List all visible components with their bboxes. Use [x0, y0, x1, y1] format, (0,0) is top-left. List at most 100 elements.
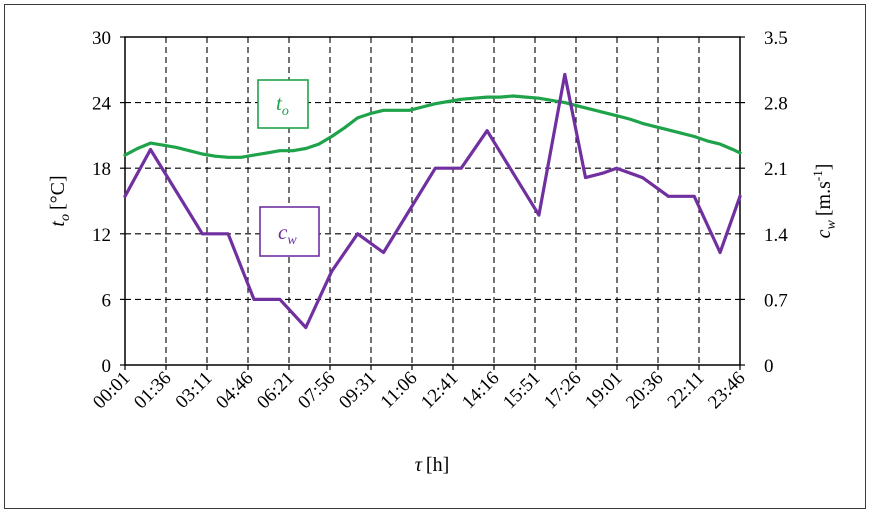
- legend-c-w-box: [259, 206, 320, 257]
- data-point-t-o: [537, 96, 541, 100]
- legend-t-o-box: [257, 79, 309, 129]
- data-point-c-w: [252, 298, 256, 301]
- data-point-t-o: [563, 101, 567, 104]
- data-point-t-o: [446, 100, 450, 103]
- data-point-t-o: [485, 95, 489, 99]
- data-point-t-o: [213, 154, 217, 158]
- x-tick-label: 19:01: [581, 368, 626, 413]
- left-tick-label: 30: [92, 28, 111, 49]
- data-point-t-o: [667, 128, 670, 132]
- chart-frame: [4, 4, 866, 509]
- data-point-t-o: [718, 142, 722, 146]
- data-point-c-w: [615, 166, 618, 170]
- left-tick-label: 24: [92, 94, 112, 115]
- data-point-t-o: [252, 153, 256, 157]
- right-axis-unit-post: ]: [813, 164, 835, 171]
- x-tick-label: 00:01: [89, 368, 134, 413]
- x-axis-unit: [h]: [426, 454, 449, 476]
- data-point-c-w: [356, 232, 359, 236]
- data-point-c-w: [382, 251, 385, 254]
- data-point-t-o: [200, 152, 204, 156]
- data-point-c-w: [584, 176, 587, 180]
- right-axis-unit-sup: -1: [810, 170, 825, 181]
- left-tick-label: 6: [102, 290, 112, 311]
- right-axis-ticks: 0 0.7 1.4 2.1 2.8 3.5: [740, 28, 788, 377]
- data-point-t-o: [550, 99, 554, 102]
- data-point-t-o: [162, 143, 165, 147]
- data-point-t-o: [641, 122, 644, 125]
- series-line-c-w: [123, 72, 742, 330]
- data-point-t-o: [369, 112, 372, 115]
- legend-t-o: to: [257, 79, 309, 129]
- left-tick-label: 18: [92, 159, 111, 180]
- left-axis-title: to [°C]: [47, 175, 73, 226]
- data-point-c-w: [175, 190, 178, 194]
- left-tick-label: 12: [92, 225, 111, 246]
- data-point-t-o: [175, 146, 178, 149]
- data-point-t-o: [330, 135, 334, 138]
- x-tick-label: 20:36: [622, 368, 667, 413]
- data-point-t-o: [731, 148, 735, 152]
- x-tick-label: 11:06: [377, 368, 422, 413]
- x-axis-symbol: τ: [415, 454, 423, 476]
- data-point-t-o: [589, 107, 593, 111]
- data-point-c-w: [738, 194, 742, 198]
- x-tick-label: 15:51: [499, 368, 544, 413]
- series-line-t-o: [123, 94, 742, 159]
- data-point-t-o: [459, 97, 463, 101]
- data-point-t-o: [187, 149, 191, 153]
- right-tick-label: 0: [764, 356, 774, 377]
- data-point-c-w: [667, 194, 670, 198]
- data-point-t-o: [123, 153, 127, 157]
- x-tick-label: 01:36: [130, 368, 175, 413]
- data-point-c-w: [459, 166, 463, 170]
- x-tick-label: 03:11: [172, 368, 217, 413]
- data-point-t-o: [239, 155, 243, 159]
- data-point-c-w: [602, 171, 605, 175]
- left-tick-label: 0: [102, 356, 112, 377]
- data-point-c-w: [485, 129, 489, 133]
- right-axis-title: cw [m.s-1]: [810, 164, 839, 239]
- data-point-t-o: [317, 142, 321, 146]
- series-layer: [123, 72, 742, 330]
- right-tick-label: 3.5: [764, 28, 788, 49]
- data-point-t-o: [576, 104, 580, 108]
- data-point-t-o: [408, 108, 411, 112]
- x-tick-label: 12:41: [417, 368, 462, 413]
- left-axis-unit: [°C]: [47, 175, 69, 210]
- data-point-t-o: [265, 151, 269, 155]
- data-point-t-o: [149, 141, 152, 145]
- data-point-c-w: [149, 148, 152, 151]
- data-point-t-o: [395, 108, 398, 112]
- data-point-t-o: [304, 147, 308, 150]
- data-point-t-o: [136, 147, 139, 150]
- x-tick-label: 23:46: [704, 368, 749, 413]
- left-axis-symbol: t: [47, 221, 69, 227]
- data-point-c-w: [200, 232, 204, 236]
- x-tick-label: 17:26: [540, 368, 585, 413]
- data-point-t-o: [692, 135, 696, 138]
- left-axis-ticks: 0 6 12 18 24 30: [92, 28, 125, 377]
- left-axis-sub: o: [58, 214, 73, 221]
- data-point-t-o: [628, 117, 631, 121]
- right-tick-label: 1.4: [764, 225, 788, 246]
- right-axis-unit-pre: [m.s: [813, 181, 835, 216]
- legend-c-w-label: cw: [278, 220, 297, 248]
- data-point-t-o: [524, 95, 528, 99]
- data-point-t-o: [356, 116, 359, 120]
- legend-t-o-symbol: t: [276, 91, 283, 115]
- right-tick-label: 2.8: [764, 94, 788, 115]
- data-point-c-w: [408, 209, 411, 212]
- data-point-t-o: [343, 126, 347, 130]
- x-tick-label: 04:46: [212, 368, 257, 413]
- plot-area-border: [124, 36, 741, 366]
- data-point-t-o: [382, 108, 385, 112]
- data-point-t-o: [511, 94, 515, 98]
- data-point-t-o: [433, 102, 437, 106]
- x-tick-label: 07:56: [294, 368, 339, 413]
- data-point-t-o: [679, 131, 683, 135]
- grid: [125, 37, 740, 365]
- data-point-t-o: [602, 111, 605, 114]
- data-point-c-w: [511, 171, 515, 175]
- data-point-c-w: [330, 269, 334, 273]
